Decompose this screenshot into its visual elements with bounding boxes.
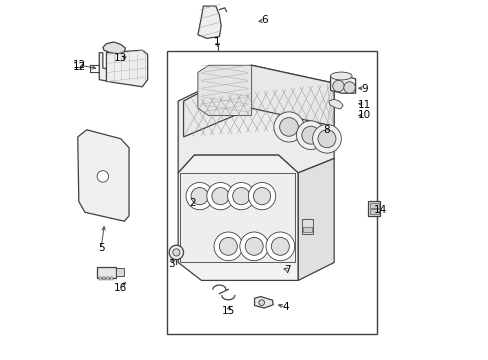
Text: 13: 13 xyxy=(114,53,127,63)
Bar xyxy=(369,203,378,208)
Bar xyxy=(99,277,102,280)
Circle shape xyxy=(206,183,234,210)
Text: 16: 16 xyxy=(114,283,127,293)
Polygon shape xyxy=(198,6,221,39)
Bar xyxy=(106,277,109,280)
Text: 11: 11 xyxy=(357,100,370,110)
Polygon shape xyxy=(254,297,273,308)
Circle shape xyxy=(253,188,270,205)
Text: 5: 5 xyxy=(98,243,104,253)
Bar xyxy=(369,209,378,215)
Circle shape xyxy=(265,232,294,261)
Polygon shape xyxy=(102,42,125,54)
Circle shape xyxy=(172,249,180,256)
Bar xyxy=(303,226,311,232)
Circle shape xyxy=(227,183,254,210)
Bar xyxy=(110,277,112,280)
Polygon shape xyxy=(178,65,333,173)
Text: 7: 7 xyxy=(284,265,290,275)
Bar xyxy=(167,51,376,334)
Circle shape xyxy=(271,237,289,255)
Circle shape xyxy=(258,300,264,306)
Text: 14: 14 xyxy=(373,206,386,216)
Polygon shape xyxy=(330,76,355,93)
Text: 15: 15 xyxy=(221,306,235,316)
Circle shape xyxy=(248,183,275,210)
Text: 3: 3 xyxy=(167,259,174,269)
Polygon shape xyxy=(78,130,129,221)
Text: 4: 4 xyxy=(282,302,288,312)
Text: 2: 2 xyxy=(189,198,195,208)
Text: 1: 1 xyxy=(214,37,221,47)
Circle shape xyxy=(301,126,319,144)
Circle shape xyxy=(219,237,237,255)
Circle shape xyxy=(191,188,208,205)
Bar xyxy=(97,267,116,278)
Circle shape xyxy=(317,130,335,148)
Circle shape xyxy=(97,171,108,182)
Polygon shape xyxy=(99,53,108,81)
Polygon shape xyxy=(298,158,333,280)
Text: 10: 10 xyxy=(357,111,370,121)
Circle shape xyxy=(214,232,242,261)
Text: 9: 9 xyxy=(361,84,367,94)
Polygon shape xyxy=(183,65,333,137)
Polygon shape xyxy=(106,50,147,87)
Bar xyxy=(367,201,379,216)
Bar xyxy=(301,220,312,234)
Polygon shape xyxy=(328,99,343,109)
Ellipse shape xyxy=(330,72,351,80)
Circle shape xyxy=(185,183,213,210)
Circle shape xyxy=(232,188,249,205)
Text: 1: 1 xyxy=(214,37,221,47)
Circle shape xyxy=(279,118,298,136)
Circle shape xyxy=(211,188,228,205)
Circle shape xyxy=(343,82,355,93)
Polygon shape xyxy=(178,155,298,280)
Bar xyxy=(116,268,123,276)
Text: 12: 12 xyxy=(73,62,86,72)
Circle shape xyxy=(296,121,325,149)
Polygon shape xyxy=(180,173,294,262)
Bar xyxy=(102,277,105,280)
Circle shape xyxy=(169,245,183,260)
Polygon shape xyxy=(198,65,251,116)
Circle shape xyxy=(239,232,268,261)
Text: 12: 12 xyxy=(73,60,86,70)
Text: 6: 6 xyxy=(261,15,267,26)
Circle shape xyxy=(244,237,263,255)
Circle shape xyxy=(273,112,304,142)
Circle shape xyxy=(312,125,341,153)
Circle shape xyxy=(332,80,344,92)
Text: 8: 8 xyxy=(323,125,329,135)
